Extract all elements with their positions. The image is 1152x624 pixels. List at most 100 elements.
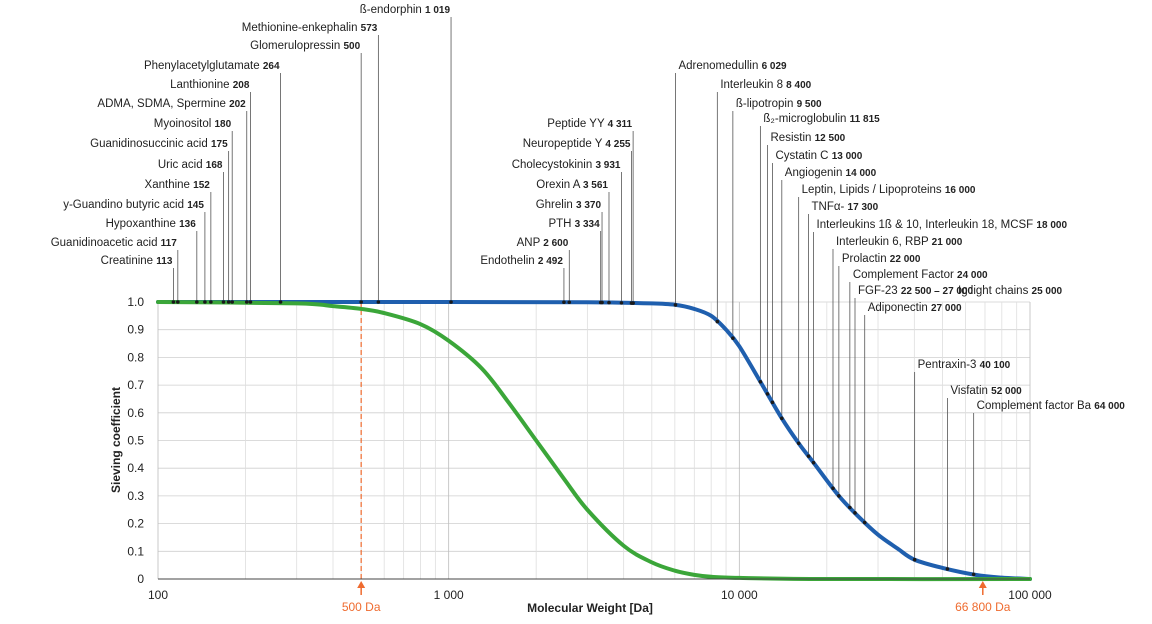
series-line-1 <box>156 300 1032 582</box>
annotation-point <box>971 572 976 577</box>
y-tick-label: 0.5 <box>127 434 144 448</box>
annotation-label: Ig light chains 25 000 <box>958 285 1063 297</box>
y-tick-label: 0 <box>137 572 144 586</box>
annotation-label: Adiponectin 27 000 <box>868 302 962 314</box>
annotation-point <box>945 567 950 571</box>
annotation-point <box>171 300 176 304</box>
y-tick-label: 0.9 <box>127 323 144 337</box>
y-axis-title: Sieving coefficient <box>109 387 123 493</box>
annotation-label: Creatinine 113 <box>101 255 173 267</box>
marker-label: 500 Da <box>342 600 381 614</box>
x-axis-title: Molecular Weight [Da] <box>527 601 653 615</box>
x-tick-label: 100 <box>148 588 168 602</box>
annotation-point <box>226 300 231 304</box>
annotation-point <box>862 520 867 525</box>
annotation-points <box>171 300 976 577</box>
annotation-label: ß-lipotropin 9 500 <box>736 98 822 110</box>
annotation-labels: Creatinine 113 Guanidinoacetic acid 117 Hy… <box>51 4 1126 412</box>
annotation-label: ADMA, SDMA, Spermine 202 <box>97 98 246 110</box>
annotation-label: Cholecystokinin 3 931 <box>512 159 621 171</box>
annotation-label: Orexin A 3 561 <box>536 179 608 191</box>
annotation-label: Glomerulopressin 500 <box>250 40 360 52</box>
annotation-label: Complement factor Ba 64 000 <box>977 400 1126 412</box>
annotation-leader-lines <box>173 17 975 575</box>
annotation-label: Peptide YY 4 311 <box>547 118 632 130</box>
y-tick-label: 0.7 <box>127 378 144 392</box>
annotation-point <box>376 300 381 304</box>
x-tick-label: 100 000 <box>1008 588 1052 602</box>
annotation-label: y-Guandino butyric acid 145 <box>63 199 204 211</box>
annotation-label: Methionine-enkephalin 573 <box>242 22 378 34</box>
annotation-point <box>359 300 363 304</box>
marker-arrow-head <box>357 581 366 588</box>
annotation-label: Pentraxin-3 40 100 <box>918 359 1011 371</box>
annotation-label: Interleukin 8 8 400 <box>720 79 811 91</box>
annotation-label: Myoinositol 180 <box>154 118 232 130</box>
annotation-label: Resistin 12 500 <box>771 132 846 144</box>
annotation-point <box>770 400 775 405</box>
annotation-label: ANP 2 600 <box>517 237 569 249</box>
annotation-point <box>765 392 770 396</box>
annotation-point <box>796 441 801 446</box>
y-tick-label: 1.0 <box>127 295 144 309</box>
annotation-label: Endothelin 2 492 <box>480 255 563 267</box>
annotation-point <box>912 557 917 562</box>
series-line-0 <box>156 299 1032 581</box>
annotation-point <box>449 300 453 304</box>
annotation-point <box>837 494 841 498</box>
marker-arrow-head <box>978 581 987 588</box>
y-tick-label: 0.2 <box>127 517 144 531</box>
annotation-label: Interleukin 6, RBP 21 000 <box>836 236 963 248</box>
annotation-label: Lanthionine 208 <box>170 79 250 91</box>
y-tick-label: 0.3 <box>127 489 144 503</box>
annotation-point <box>203 300 207 304</box>
annotation-point <box>209 300 213 304</box>
annotation-label: Neuropeptide Y 4 255 <box>523 138 631 150</box>
annotation-point <box>848 505 852 510</box>
annotation-point <box>607 300 611 305</box>
x-tick-label: 1 000 <box>434 588 464 602</box>
annotation-point <box>244 300 249 304</box>
annotation-point <box>831 486 835 490</box>
annotation-label: ß-endorphin 1 019 <box>360 4 451 16</box>
annotation-point <box>619 301 624 305</box>
annotation-point <box>758 379 763 384</box>
annotation-label: Xanthine 152 <box>145 179 211 191</box>
annotation-point <box>731 336 735 341</box>
x-tick-label: 10 000 <box>721 588 758 602</box>
reference-markers: 500 Da 66 800 Da <box>342 302 1011 614</box>
annotation-label: Uric acid 168 <box>158 159 223 171</box>
annotation-point <box>221 300 226 304</box>
axes: 0 0.1 0.2 0.3 0.4 0.5 0.6 0.7 0.8 0.9 1.0 100 1 000 1… <box>127 295 1052 602</box>
annotation-label: ß₂-microglobulin 11 815 <box>763 113 880 125</box>
annotation-point <box>567 300 572 305</box>
y-tick-label: 0.4 <box>127 461 144 475</box>
grid <box>157 301 1031 580</box>
annotation-label: Ghrelin 3 370 <box>536 199 602 211</box>
annotation-point <box>673 303 678 307</box>
annotation-label: Complement Factor 24 000 <box>853 269 988 281</box>
annotation-point <box>853 511 857 515</box>
annotation-point <box>230 300 234 304</box>
series-lines <box>156 299 1032 582</box>
annotation-label: PTH 3 334 <box>548 218 600 230</box>
marker-label: 66 800 Da <box>955 600 1011 614</box>
annotation-point <box>195 300 199 304</box>
annotation-point <box>811 460 816 465</box>
annotation-label: Guanidinosuccinic acid 175 <box>90 138 228 150</box>
annotation-point <box>780 416 784 421</box>
annotation-label: Angiogenin 14 000 <box>785 167 877 179</box>
y-tick-label: 0.1 <box>127 544 144 558</box>
annotation-label: FGF-23 22 500 – 27 000 <box>858 285 974 297</box>
annotation-label: Leptin, Lipids / Lipoproteins 16 000 <box>802 184 976 196</box>
y-tick-label: 0.8 <box>127 350 144 364</box>
annotation-label: Adrenomedullin 6 029 <box>678 60 787 72</box>
annotation-label: Guanidinoacetic acid 117 <box>51 237 178 249</box>
annotation-point <box>631 301 635 305</box>
annotation-point <box>176 300 180 304</box>
annotation-label: Interleukins 1ß & 10, Interleukin 18, MC… <box>817 219 1068 231</box>
annotation-label: Cystatin C 13 000 <box>775 150 862 162</box>
annotation-label: TNFα- 17 300 <box>812 201 879 213</box>
annotation-point <box>278 300 283 304</box>
